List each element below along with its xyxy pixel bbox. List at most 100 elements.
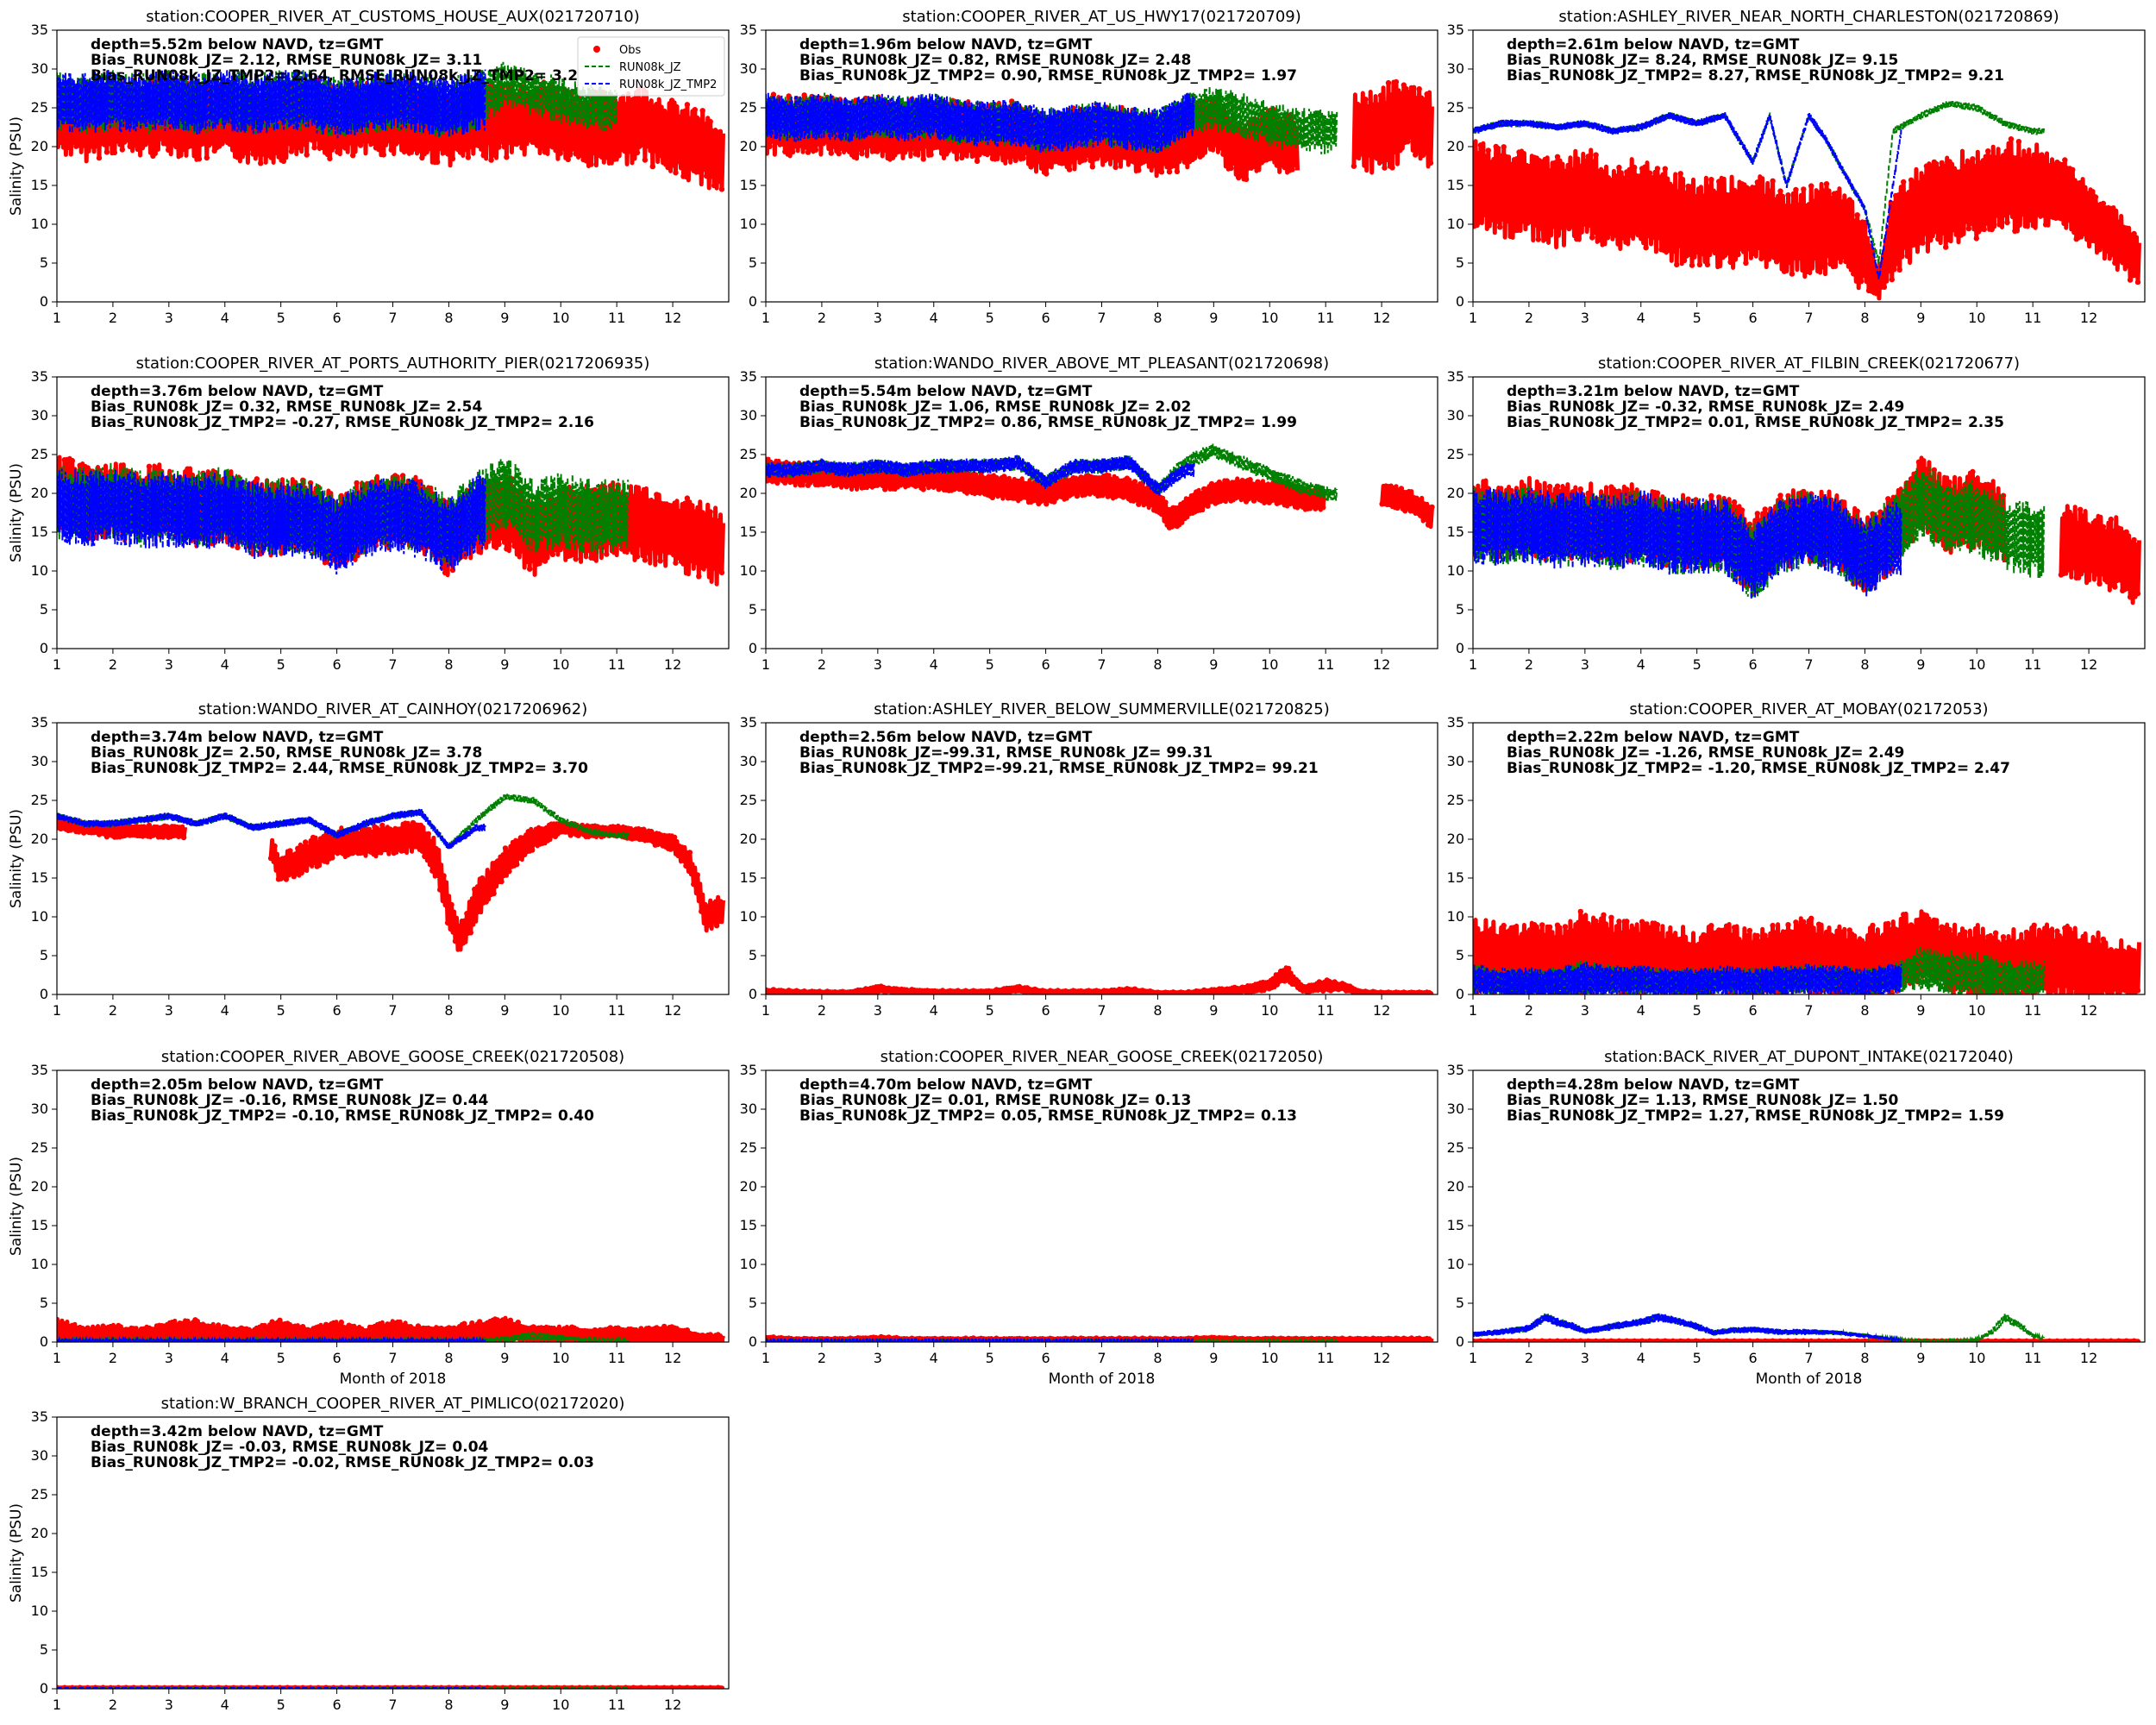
x-tick-label: 1 (53, 1002, 61, 1019)
obs-point (1815, 921, 1822, 927)
y-axis-label: Salinity (PSU) (8, 116, 25, 216)
stats-line: depth=3.21m below NAVD, tz=GMT (1507, 383, 1800, 400)
x-tick-label: 11 (608, 656, 625, 673)
obs-point (2058, 572, 2065, 578)
obs-point (1839, 199, 1846, 205)
obs-point (456, 923, 462, 930)
obs-point (448, 901, 454, 908)
model-trace (57, 69, 486, 139)
obs-point (1036, 500, 1042, 507)
obs-point (1546, 924, 1553, 931)
obs-point (542, 149, 548, 155)
obs-point (273, 149, 279, 156)
obs-point (452, 938, 459, 944)
obs-point (2008, 136, 2015, 142)
x-axis-label: Month of 2018 (1756, 1371, 1863, 1388)
obs-point (2089, 237, 2095, 243)
obs-point (1136, 501, 1142, 507)
obs-point (718, 186, 725, 192)
obs-point (623, 1327, 629, 1333)
obs-point (607, 483, 613, 489)
y-tick-label: 15 (31, 1217, 48, 1233)
obs-point (1395, 505, 1401, 511)
obs-point (1754, 511, 1761, 517)
obs-point (997, 150, 1004, 156)
obs-point (1178, 501, 1184, 507)
x-tick-label: 4 (1637, 1350, 1645, 1366)
obs-point (618, 147, 625, 153)
obs-point (665, 164, 671, 171)
obs-point (981, 150, 988, 156)
obs-point (422, 853, 428, 860)
obs-point (634, 149, 641, 156)
x-tick-label: 3 (874, 1002, 882, 1019)
obs-point (1946, 159, 1952, 165)
plot-area (1473, 908, 2141, 994)
obs-point (1770, 178, 1776, 184)
obs-point (2131, 948, 2137, 954)
obs-point (680, 561, 686, 567)
obs-point (1282, 502, 1288, 508)
x-tick-label: 2 (818, 656, 826, 673)
obs-point (77, 1324, 83, 1331)
obs-point (836, 481, 842, 487)
panel-7: station:WANDO_RIVER_AT_CAINHOY(021720696… (8, 700, 730, 1019)
obs-point (498, 878, 505, 885)
obs-point (1739, 939, 1745, 946)
obs-point (530, 847, 536, 853)
obs-point (828, 150, 834, 156)
x-tick-label: 6 (332, 1002, 341, 1019)
y-tick-label: 35 (1447, 368, 1464, 385)
obs-point (92, 1326, 98, 1332)
obs-point (73, 828, 79, 835)
obs-point (1200, 486, 1207, 492)
x-tick-label: 9 (500, 1002, 509, 1019)
x-tick-label: 2 (1525, 1002, 1533, 1019)
y-tick-label: 25 (31, 446, 48, 462)
panel-6: station:COOPER_RIVER_AT_FILBIN_CREEK(021… (1447, 354, 2146, 673)
legend: Obs RUN08k_JZ RUN08k_JZ_TMP2 (577, 36, 725, 97)
obs-point (2058, 216, 2065, 222)
obs-point (2115, 219, 2122, 225)
obs-point (688, 1338, 694, 1342)
obs-point (2134, 988, 2141, 994)
obs-point (1901, 179, 1907, 185)
obs-point (1908, 177, 1915, 183)
obs-point (1387, 501, 1393, 508)
obs-point (2015, 139, 2022, 145)
obs-point (1389, 165, 1395, 171)
obs-point (2000, 153, 2007, 159)
obs-point (1382, 165, 1388, 171)
y-tick-label: 5 (40, 601, 48, 618)
obs-point (2062, 511, 2068, 518)
obs-point (329, 855, 335, 861)
obs-point (1666, 247, 1672, 254)
obs-point (1066, 166, 1073, 172)
plot-area (1473, 1313, 2141, 1342)
obs-point (1289, 166, 1295, 172)
y-tick-label: 15 (1447, 177, 1464, 193)
obs-point (692, 509, 698, 515)
obs-point (2104, 579, 2110, 585)
y-tick-label: 15 (31, 524, 48, 540)
obs-point (711, 565, 718, 571)
obs-point (584, 1328, 591, 1334)
obs-point (1920, 240, 1926, 246)
obs-point (1601, 169, 1607, 175)
obs-point (2054, 928, 2060, 934)
obs-point (673, 560, 679, 566)
obs-point (1608, 914, 1614, 921)
stats-line: depth=3.76m below NAVD, tz=GMT (91, 383, 384, 400)
obs-point (1854, 508, 1860, 514)
obs-point (1804, 268, 1810, 274)
obs-point (943, 151, 950, 157)
obs-point (1166, 524, 1173, 530)
obs-point (680, 173, 686, 179)
panel-5: station:WANDO_RIVER_ABOVE_MT_PLEASANT(02… (740, 354, 1438, 673)
x-tick-label: 4 (221, 310, 229, 326)
y-tick-label: 15 (31, 869, 48, 886)
obs-point (699, 510, 705, 516)
obs-point (1546, 168, 1553, 174)
obs-point (1823, 929, 1830, 936)
obs-point (797, 482, 804, 488)
